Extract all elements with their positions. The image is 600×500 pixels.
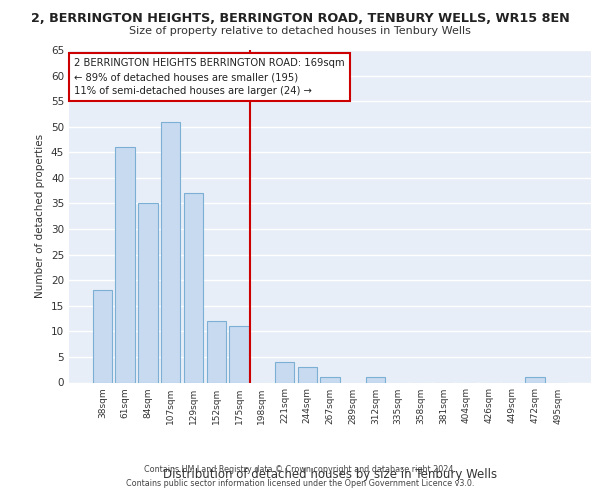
Text: 2, BERRINGTON HEIGHTS, BERRINGTON ROAD, TENBURY WELLS, WR15 8EN: 2, BERRINGTON HEIGHTS, BERRINGTON ROAD, …	[31, 12, 569, 26]
Bar	[275, 362, 294, 382]
Bar	[93, 290, 112, 382]
Bar	[184, 193, 203, 382]
Bar	[298, 367, 317, 382]
Bar	[320, 378, 340, 382]
Text: 2 BERRINGTON HEIGHTS BERRINGTON ROAD: 169sqm
← 89% of detached houses are smalle: 2 BERRINGTON HEIGHTS BERRINGTON ROAD: 16…	[74, 58, 345, 96]
Bar	[206, 321, 226, 382]
Bar	[138, 204, 158, 382]
Bar	[161, 122, 181, 382]
Text: Contains HM Land Registry data © Crown copyright and database right 2024.
Contai: Contains HM Land Registry data © Crown c…	[126, 466, 474, 487]
Bar	[525, 378, 545, 382]
Text: Size of property relative to detached houses in Tenbury Wells: Size of property relative to detached ho…	[129, 26, 471, 36]
Y-axis label: Number of detached properties: Number of detached properties	[35, 134, 46, 298]
Bar	[366, 378, 385, 382]
Bar	[115, 147, 135, 382]
Bar	[229, 326, 248, 382]
X-axis label: Distribution of detached houses by size in Tenbury Wells: Distribution of detached houses by size …	[163, 468, 497, 481]
